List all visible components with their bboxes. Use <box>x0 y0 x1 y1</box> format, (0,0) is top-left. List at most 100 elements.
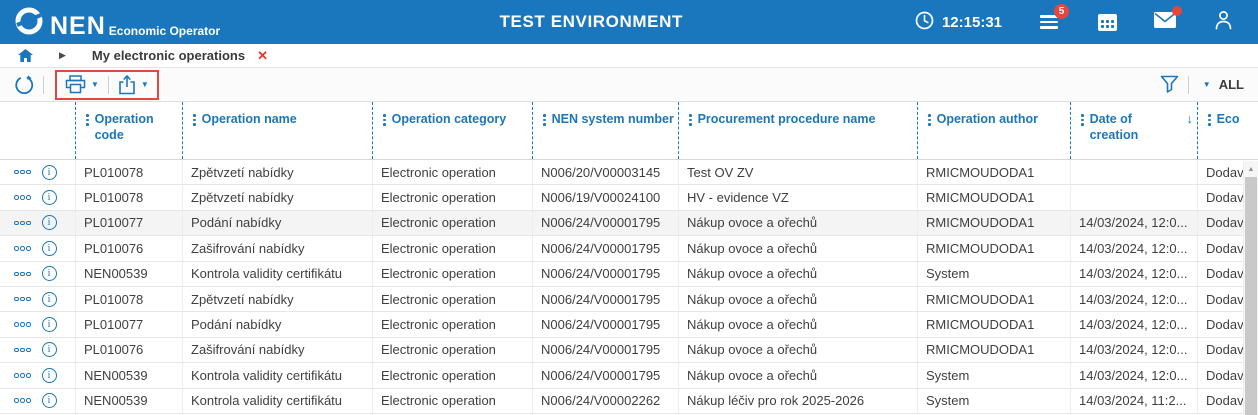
column-menu-kebab-icon[interactable] <box>86 114 89 126</box>
row-menu-icon[interactable] <box>14 398 31 403</box>
table-cell-procurement: Nákup ovoce a ořechů <box>678 312 917 337</box>
row-menu-icon[interactable] <box>14 347 31 353</box>
row-info-icon[interactable]: i <box>41 190 57 206</box>
logo-subtitle: Economic Operator <box>108 24 221 39</box>
row-info-icon[interactable]: i <box>41 215 57 231</box>
row-info-icon[interactable]: i <box>41 291 57 307</box>
table-cell-category: Electronic operation <box>372 160 532 185</box>
row-info-icon[interactable]: i <box>41 317 57 333</box>
scrollbar-thumb[interactable] <box>1245 177 1257 415</box>
column-header-label: Operation author <box>936 112 1038 126</box>
row-menu-icon[interactable] <box>14 271 31 276</box>
table-row[interactable]: i NEN00539 Kontrola validity certifikátu El… <box>0 363 1258 389</box>
header-cell-actions <box>0 102 75 159</box>
print-button[interactable]: ▼ <box>65 75 99 94</box>
header-actions: 12:15:31 5 <box>915 4 1234 34</box>
column-menu-kebab-icon[interactable] <box>543 114 546 126</box>
table-row[interactable]: i NEN00539 Kontrola validity certifikátu El… <box>0 388 1258 414</box>
column-header[interactable]: Operation code <box>75 102 182 159</box>
vertical-scrollbar[interactable]: ▲ <box>1243 161 1258 415</box>
export-button[interactable]: ▼ <box>118 74 149 95</box>
column-header[interactable]: Operation author <box>917 102 1070 159</box>
column-header-label: Operation code <box>94 112 154 143</box>
row-info-icon[interactable]: i <box>41 393 57 409</box>
row-menu-icon[interactable] <box>14 322 31 327</box>
row-menu-icon[interactable] <box>14 169 31 175</box>
session-time: 12:15:31 <box>941 13 1002 31</box>
tasks-button[interactable]: 5 <box>1038 4 1069 33</box>
row-info-icon[interactable]: i <box>41 342 57 358</box>
table-cell-procurement: Nákup léčiv pro rok 2025-2026 <box>678 388 917 413</box>
column-menu-kebab-icon[interactable] <box>1208 114 1211 126</box>
print-dropdown-caret-icon[interactable]: ▼ <box>91 80 99 89</box>
grid-body: i PL010078 Zpětvzetí nabídky Electronic ope… <box>0 160 1258 414</box>
table-row[interactable]: i PL010077 Podání nabídky Electronic operat… <box>0 210 1258 237</box>
table-row[interactable]: i PL010077 Podání nabídky Electronic operat… <box>0 312 1258 338</box>
row-info-icon[interactable]: i <box>41 367 57 383</box>
export-dropdown-caret-icon[interactable]: ▼ <box>140 80 149 89</box>
row-info-icon[interactable]: i <box>41 164 57 180</box>
column-menu-kebab-icon[interactable] <box>193 114 196 126</box>
table-cell-nen_number: N006/24/V00001795 <box>532 210 678 236</box>
table-row[interactable]: i PL010078 Zpětvzetí nabídky Electronic ope… <box>0 286 1258 313</box>
row-info-icon[interactable]: i <box>41 266 57 282</box>
table-cell-nen_number: N006/19/V00024100 <box>532 185 678 210</box>
column-menu-kebab-icon[interactable] <box>928 114 931 126</box>
column-menu-kebab-icon[interactable] <box>1081 114 1084 126</box>
scroll-up-arrow-icon[interactable]: ▲ <box>1247 165 1255 173</box>
calendar-button[interactable] <box>1096 11 1118 33</box>
table-cell-eco: Dodav <box>1197 286 1258 312</box>
clock-icon <box>915 11 934 34</box>
column-header[interactable]: Operation name <box>182 102 372 159</box>
column-menu-kebab-icon[interactable] <box>383 114 386 126</box>
table-cell-nen_number: N006/24/V00001795 <box>532 312 678 337</box>
table-cell-created: 14/03/2024, 12:0... <box>1070 261 1197 286</box>
row-menu-icon[interactable] <box>14 246 31 251</box>
close-tab-icon[interactable]: ✕ <box>257 47 268 63</box>
table-row[interactable]: i PL010076 Zašifrování nabídky Electronic o… <box>0 337 1258 364</box>
column-header-label: Eco <box>1216 112 1240 126</box>
table-cell-author: RMICMOUDODA1 <box>917 236 1070 261</box>
row-actions-cell: i <box>0 211 75 235</box>
row-menu-icon[interactable] <box>14 220 31 226</box>
breadcrumb: ▶ My electronic operations ✕ <box>0 44 1258 68</box>
row-menu-icon[interactable] <box>14 373 31 378</box>
column-header[interactable]: Procurement procedure name <box>678 102 917 159</box>
row-menu-icon[interactable] <box>14 296 31 302</box>
table-cell-category: Electronic operation <box>372 286 532 312</box>
table-cell-eco: Dodav <box>1197 312 1258 337</box>
nen-logo[interactable]: NEN Economic Operator <box>14 6 220 39</box>
row-menu-icon[interactable] <box>14 195 31 200</box>
table-cell-code: PL010078 <box>75 160 182 185</box>
table-cell-created: 14/03/2024, 12:0... <box>1070 286 1197 312</box>
table-row[interactable]: i PL010076 Zašifrování nabídky Electronic o… <box>0 236 1258 262</box>
table-row[interactable]: i PL010078 Zpětvzetí nabídky Electronic ope… <box>0 160 1258 186</box>
view-filter-selected[interactable]: ALL <box>1218 77 1244 92</box>
refresh-button[interactable] <box>14 74 34 95</box>
table-cell-author: RMICMOUDODA1 <box>917 185 1070 210</box>
table-cell-name: Kontrola validity certifikátu <box>182 363 372 388</box>
top-header: NEN Economic Operator TEST ENVIRONMENT 1… <box>0 0 1258 44</box>
tab-my-electronic-operations[interactable]: My electronic operations <box>91 48 246 63</box>
filter-button[interactable] <box>1160 75 1179 94</box>
profile-button[interactable] <box>1212 10 1234 33</box>
row-info-icon[interactable]: i <box>41 240 57 256</box>
column-header[interactable]: Eco <box>1197 102 1258 159</box>
column-menu-kebab-icon[interactable] <box>689 114 692 126</box>
toolbar-right: ▼ ALL <box>1160 75 1244 94</box>
column-header[interactable]: Date of creation ↓ <box>1070 102 1197 159</box>
home-icon[interactable] <box>18 49 33 62</box>
sort-desc-icon[interactable]: ↓ <box>1186 111 1194 126</box>
table-cell-name: Zpětvzetí nabídky <box>182 160 372 185</box>
messages-button[interactable] <box>1154 6 1182 33</box>
table-row[interactable]: i PL010078 Zpětvzetí nabídky Electronic ope… <box>0 185 1258 211</box>
table-cell-author: RMICMOUDODA1 <box>917 312 1070 337</box>
table-cell-category: Electronic operation <box>372 363 532 388</box>
table-row[interactable]: i NEN00539 Kontrola validity certifikátu El… <box>0 261 1258 287</box>
view-filter-caret-icon[interactable]: ▼ <box>1202 80 1211 89</box>
tasks-icon <box>1040 15 1058 29</box>
column-header[interactable]: Operation category <box>372 102 532 159</box>
column-header[interactable]: NEN system number <box>532 102 678 159</box>
table-cell-nen_number: N006/24/V00001795 <box>532 286 678 312</box>
row-actions-cell: i <box>0 160 75 184</box>
